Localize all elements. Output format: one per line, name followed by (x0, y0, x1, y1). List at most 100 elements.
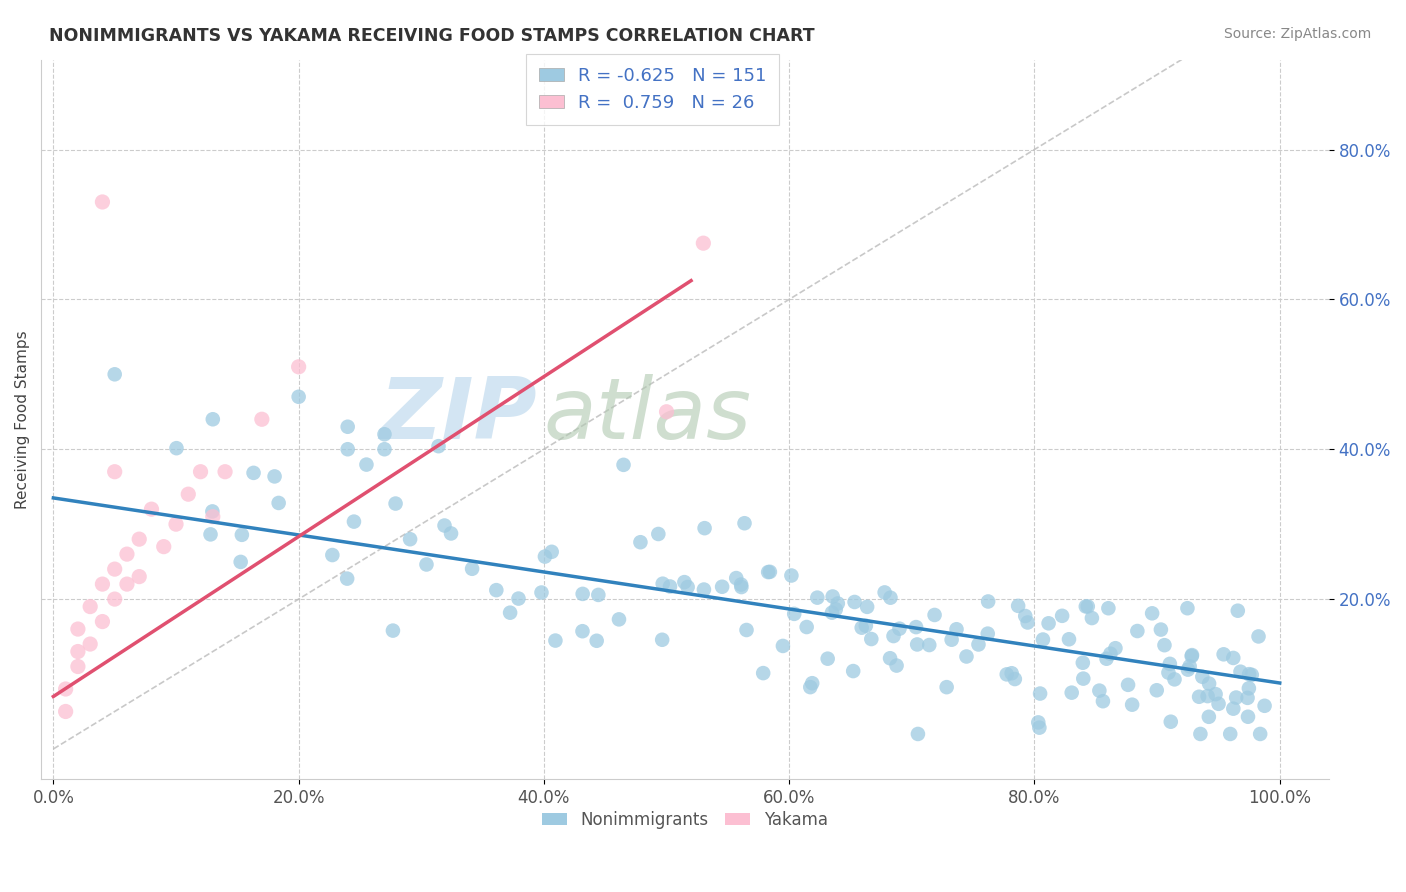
Point (1177, 663, 1199, 677)
Point (1219, 727, 1241, 741)
Point (799, 680, 821, 694)
Point (115, 577, 138, 591)
Point (287, 390, 309, 404)
Point (1212, 648, 1234, 662)
Point (1225, 690, 1247, 705)
Point (647, 527, 669, 541)
Point (855, 618, 877, 632)
Point (104, 465, 127, 479)
Point (461, 562, 484, 576)
Point (1159, 657, 1181, 671)
Point (1074, 599, 1097, 614)
Point (115, 547, 138, 561)
Point (1226, 604, 1249, 618)
Point (336, 442, 359, 457)
Point (1177, 601, 1199, 615)
Point (725, 571, 748, 585)
Point (91, 615, 114, 629)
Point (571, 624, 593, 639)
Point (995, 667, 1018, 681)
Point (655, 405, 678, 419)
Point (55, 681, 77, 696)
Point (1099, 647, 1122, 661)
Point (783, 607, 806, 621)
Point (905, 620, 928, 634)
Point (1091, 694, 1114, 708)
Point (918, 638, 941, 652)
Point (1028, 721, 1050, 735)
Point (1032, 632, 1054, 647)
Point (1116, 678, 1139, 692)
Point (730, 577, 752, 591)
Point (693, 582, 716, 597)
Point (79, 637, 101, 651)
Point (824, 602, 846, 616)
Point (1150, 623, 1173, 637)
Point (1071, 656, 1094, 670)
Point (1237, 710, 1260, 724)
Point (104, 562, 127, 576)
Point (1240, 668, 1263, 682)
Point (91, 577, 114, 591)
Point (381, 624, 404, 638)
Point (104, 592, 127, 607)
Point (1001, 666, 1024, 681)
Point (1104, 641, 1126, 656)
Point (242, 466, 264, 480)
Point (1029, 687, 1052, 701)
Point (321, 548, 343, 562)
Point (544, 633, 567, 648)
Text: Source: ZipAtlas.com: Source: ZipAtlas.com (1223, 27, 1371, 41)
Point (1014, 609, 1036, 624)
Point (1247, 629, 1270, 643)
Point (856, 599, 879, 614)
Point (91, 194, 114, 209)
Point (1237, 681, 1260, 696)
Point (817, 651, 839, 665)
Point (1198, 710, 1220, 724)
Point (772, 639, 794, 653)
Point (651, 632, 673, 647)
Point (1229, 665, 1251, 679)
Point (356, 458, 378, 472)
Point (821, 590, 844, 604)
Point (1191, 670, 1213, 684)
Point (214, 465, 236, 479)
Point (231, 528, 253, 542)
Point (1222, 651, 1244, 665)
Point (977, 626, 1000, 640)
Point (55, 705, 77, 719)
Point (806, 591, 828, 605)
Point (1181, 648, 1204, 662)
Point (66, 622, 89, 636)
Point (612, 458, 634, 472)
Point (735, 623, 758, 637)
Point (384, 497, 406, 511)
Point (977, 594, 1000, 608)
Point (651, 576, 673, 591)
Point (935, 680, 957, 694)
Point (1004, 672, 1026, 686)
Point (1236, 690, 1258, 705)
Point (166, 441, 188, 455)
Point (66, 644, 89, 658)
Point (873, 585, 896, 599)
Point (1026, 715, 1049, 730)
Point (373, 427, 395, 442)
Point (1208, 697, 1230, 711)
Point (860, 632, 883, 646)
Point (1181, 649, 1204, 664)
Point (879, 591, 901, 605)
Point (886, 658, 908, 673)
Point (941, 632, 963, 647)
Point (287, 359, 309, 374)
Point (263, 469, 285, 483)
Point (1189, 727, 1212, 741)
Point (842, 664, 865, 678)
Point (1146, 683, 1168, 698)
Point (676, 580, 699, 594)
Point (128, 532, 150, 546)
Text: ZIP: ZIP (380, 374, 537, 458)
Point (499, 606, 522, 620)
Point (945, 622, 967, 636)
